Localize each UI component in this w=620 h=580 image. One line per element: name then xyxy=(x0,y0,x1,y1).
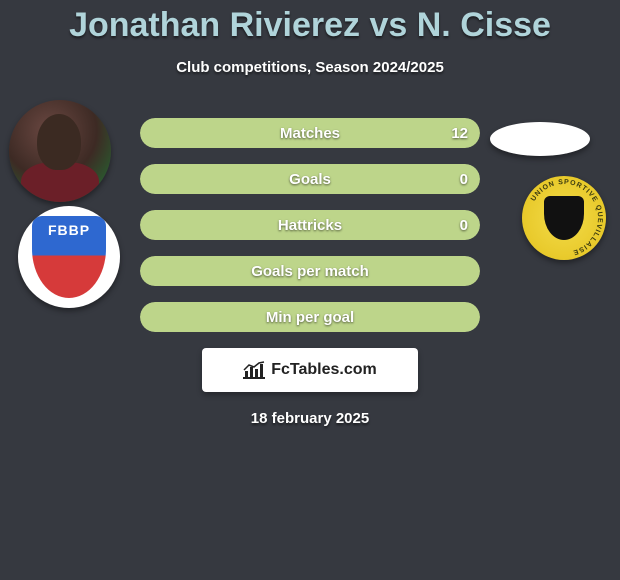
stat-bar-value-right: 0 xyxy=(448,164,480,194)
stat-bar-label: Goals per match xyxy=(140,256,480,286)
chart-icon xyxy=(243,361,265,379)
stat-bar-label: Goals xyxy=(140,164,480,194)
brand-box: FcTables.com xyxy=(202,348,418,392)
brand-text: FcTables.com xyxy=(271,361,377,379)
date-text: 18 february 2025 xyxy=(0,410,620,427)
club-left-badge: FBBP xyxy=(18,206,120,308)
stat-row: Goals per match xyxy=(140,256,480,286)
stat-bar-value-right: 0 xyxy=(448,210,480,240)
stat-row: Min per goal xyxy=(140,302,480,332)
stat-bar-label: Hattricks xyxy=(140,210,480,240)
club-left-badge-text: FBBP xyxy=(18,222,120,238)
stat-row: Goals0 xyxy=(140,164,480,194)
stat-bar-label: Matches xyxy=(140,118,480,148)
stat-bars: Matches12Goals0Hattricks0Goals per match… xyxy=(140,104,480,332)
player-left-photo xyxy=(9,100,111,202)
stat-bar-value-right: 12 xyxy=(439,118,480,148)
stat-row: Hattricks0 xyxy=(140,210,480,240)
page-title: Jonathan Rivierez vs N. Cisse xyxy=(0,0,620,45)
comparison-area: FBBP UNION SPORTIVE QUEVILLAISE Matches1… xyxy=(0,104,620,427)
club-right-badge: UNION SPORTIVE QUEVILLAISE xyxy=(522,176,606,260)
page-subtitle: Club competitions, Season 2024/2025 xyxy=(0,59,620,76)
stat-bar-label: Min per goal xyxy=(140,302,480,332)
player-right-photo xyxy=(490,122,590,156)
stat-row: Matches12 xyxy=(140,118,480,148)
